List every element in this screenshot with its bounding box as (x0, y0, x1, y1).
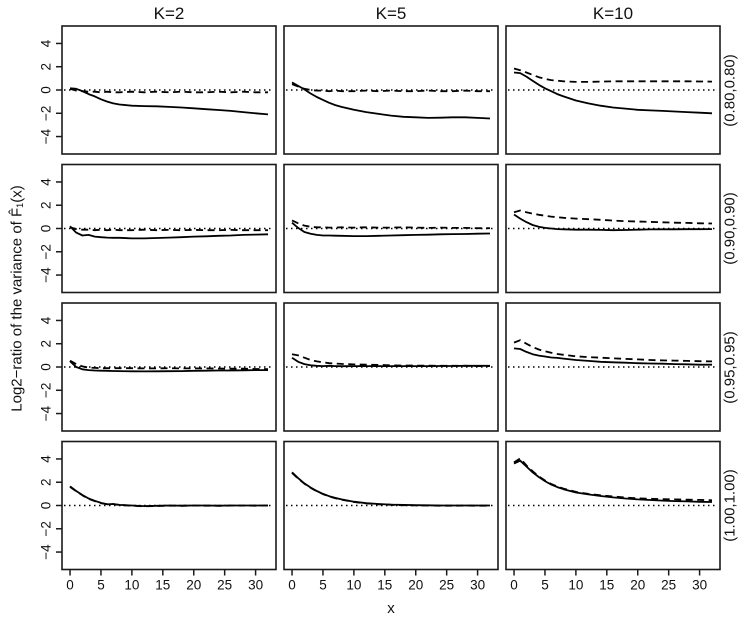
panel-r3-c1-border (283, 440, 499, 571)
y-tick-label: −4 (39, 405, 54, 421)
x-tick-label: 20 (408, 578, 423, 593)
panel-r0-c1-border (283, 25, 499, 155)
panel-r0-c2-dashed-curve (513, 67, 713, 83)
x-tick-label: 10 (568, 578, 583, 593)
x-tick-label: 5 (319, 578, 327, 593)
panel-r1-c2-dashed-curve (513, 209, 713, 225)
y-tick-label: −2 (39, 383, 54, 398)
x-tick-label: 0 (510, 578, 518, 593)
x-tick-label: 15 (377, 578, 392, 593)
panel-r2-c1-dashed-curve (291, 353, 490, 368)
panel-r1-c2-border (505, 163, 721, 294)
panel-r3-c2-solid-curve (513, 459, 713, 503)
y-tick-label: −2 (39, 521, 54, 536)
x-tick-label: 0 (288, 578, 296, 593)
panel-r1-c2-solid-curve (513, 213, 713, 232)
panel-r2-c1-solid-curve (291, 356, 490, 368)
panel-r0-c2-border (505, 25, 721, 155)
y-tick-label: −4 (39, 128, 54, 144)
panel-r3-c2-border (505, 440, 721, 571)
panel-r2-c0-solid-curve (69, 360, 268, 373)
panel-r1-c1-solid-curve (291, 222, 491, 238)
panel-r1-c1-dashed-curve (291, 219, 490, 230)
panel-r3-c1-dashed-curve (291, 472, 490, 507)
panel-r1-c0-dashed-curve (69, 226, 268, 232)
panel-r0-c0-dashed-curve (69, 87, 268, 94)
panel-r1-c1-border (283, 163, 499, 294)
y-tick-label: 4 (39, 178, 54, 186)
x-tick-label: 5 (541, 578, 549, 593)
panel-r2-c2-dashed-curve (513, 339, 713, 363)
x-tick-label: 5 (97, 578, 105, 593)
panel-r2-c2-border (505, 302, 721, 432)
y-tick-label: 0 (39, 225, 54, 233)
x-tick-label: 25 (661, 578, 676, 593)
x-tick-label: 30 (692, 578, 707, 593)
x-tick-label: 20 (630, 578, 645, 593)
panel-r1-c0-solid-curve (69, 225, 269, 240)
y-tick-label: 4 (39, 39, 54, 47)
panel-r3-c1-solid-curve (291, 471, 490, 507)
y-tick-label: −2 (39, 106, 54, 121)
x-tick-label: 25 (217, 578, 232, 593)
row-label-100: (1.00,1.00) (721, 469, 739, 542)
panel-r0-c1-dashed-curve (291, 83, 490, 93)
x-tick-label: 15 (155, 578, 170, 593)
y-tick-label: −4 (39, 544, 54, 560)
y-tick-label: 0 (39, 86, 54, 94)
y-tick-label: 2 (39, 201, 54, 209)
x-tick-label: 10 (346, 578, 361, 593)
x-axis-label: x (387, 600, 395, 617)
y-tick-label: 2 (39, 478, 54, 486)
x-tick-label: 10 (124, 578, 139, 593)
x-tick-label: 15 (599, 578, 614, 593)
panel-r3-c0-solid-curve (69, 485, 268, 508)
x-tick-label: 30 (470, 578, 485, 593)
y-tick-label: 2 (39, 63, 54, 71)
x-tick-label: 25 (439, 578, 454, 593)
y-tick-label: −2 (39, 244, 54, 259)
y-tick-label: 4 (39, 455, 54, 463)
y-tick-label: 0 (39, 363, 54, 371)
x-tick-label: 30 (248, 578, 263, 593)
panel-r0-c2-solid-curve (513, 71, 713, 115)
column-title-k10: K=10 (592, 4, 634, 23)
y-axis-label: Log2−ratio of the variance of F̂₁(x) (8, 185, 26, 412)
panel-r0-c0-solid-curve (69, 87, 269, 116)
y-tick-label: 4 (39, 316, 54, 324)
panel-r2-c1-border (283, 302, 499, 432)
x-tick-label: 0 (66, 578, 74, 593)
y-tick-label: 2 (39, 340, 54, 348)
x-tick-label: 20 (186, 578, 201, 593)
y-tick-label: 0 (39, 502, 54, 510)
panel-r2-c0-dashed-curve (69, 359, 269, 370)
panel-r2-c2-solid-curve (513, 347, 712, 366)
y-tick-label: −4 (39, 267, 54, 283)
column-title-k5: K=5 (375, 4, 407, 23)
column-title-k2: K=2 (153, 4, 185, 23)
panel-r0-c1-solid-curve (291, 81, 491, 120)
